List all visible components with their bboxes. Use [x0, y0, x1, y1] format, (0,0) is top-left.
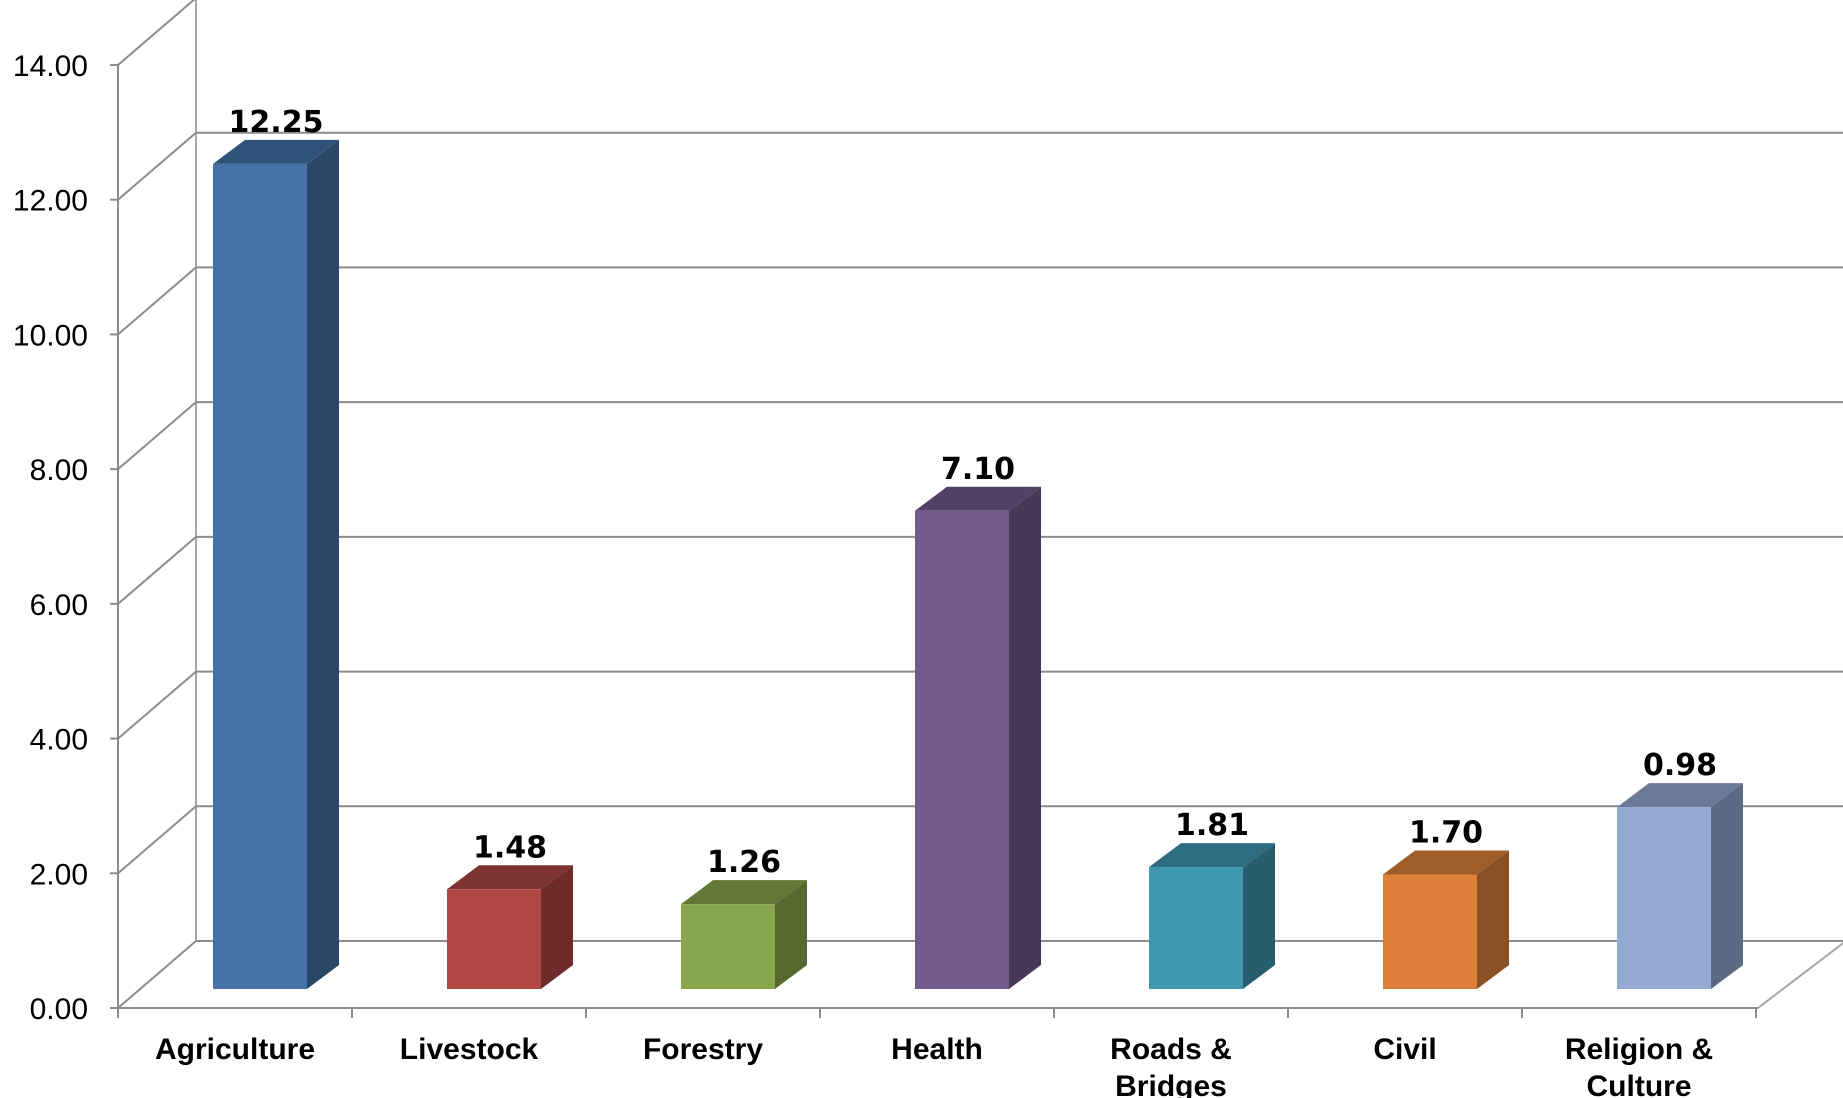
bar [213, 163, 307, 989]
data-label: 1.70 [1409, 815, 1483, 850]
axes: 0.00 2.00 4.00 6.00 8.00 10.00 12.00 14.00 [13, 50, 1758, 1026]
bar-top [915, 486, 1041, 511]
x-tick-label: Health [891, 1033, 983, 1066]
bar [1617, 807, 1711, 989]
bar-side [1477, 850, 1509, 989]
x-tick-label: Roads & [1110, 1033, 1232, 1066]
bar [681, 904, 775, 989]
gridline-side [117, 266, 197, 336]
bar-side [1711, 783, 1743, 989]
x-tick-label: Livestock [400, 1033, 539, 1066]
floor-right-edge [1757, 942, 1843, 1009]
bar-top [213, 139, 339, 164]
bar-side [307, 139, 339, 989]
bar [1149, 867, 1243, 989]
y-tick-label: 6.00 [30, 589, 88, 622]
bar-side [775, 880, 807, 989]
gridline-side [117, 0, 196, 66]
gridline-side [117, 805, 197, 875]
bar [915, 510, 1009, 989]
y-tick-label: 0.00 [30, 993, 88, 1026]
bars [213, 139, 1743, 989]
gridline-side [117, 940, 197, 1009]
x-tick-label: Agriculture [155, 1033, 315, 1066]
bar [447, 889, 541, 989]
data-label: 0.98 [1643, 748, 1717, 783]
gridline-side [117, 131, 197, 201]
bar-top [1383, 850, 1509, 875]
bar [1383, 874, 1477, 989]
x-tick-label: Bridges [1115, 1070, 1227, 1098]
gridline-side [117, 670, 197, 740]
data-label: 1.26 [707, 845, 781, 880]
x-tick-label: Forestry [643, 1033, 763, 1066]
x-tick-label: Religion & [1565, 1033, 1713, 1066]
data-label: 1.48 [473, 830, 547, 865]
data-label: 7.10 [941, 452, 1015, 487]
data-label: 12.25 [229, 105, 324, 140]
x-tick-label: Civil [1373, 1033, 1436, 1066]
y-tick-label: 4.00 [30, 724, 88, 757]
bar-side [1243, 843, 1275, 989]
data-label: 1.81 [1175, 808, 1249, 843]
bar-top [1617, 783, 1743, 808]
x-tick-label: Culture [1587, 1070, 1692, 1098]
bar-top [447, 865, 573, 890]
y-tick-label: 14.00 [13, 50, 88, 83]
gridline-side [117, 536, 197, 605]
labels: 12.25 Agriculture 1.48 Livestock 1.26 Forestr… [155, 105, 1717, 1098]
bar-side [1009, 486, 1041, 989]
bar-side [541, 865, 573, 989]
y-tick-label: 12.00 [13, 185, 88, 218]
gridline-side [117, 401, 197, 470]
y-tick-label: 8.00 [30, 454, 88, 487]
bar-top [681, 880, 807, 905]
bar-top [1149, 843, 1275, 868]
y-tick-label: 10.00 [13, 319, 88, 352]
y-tick-label: 2.00 [30, 858, 88, 891]
